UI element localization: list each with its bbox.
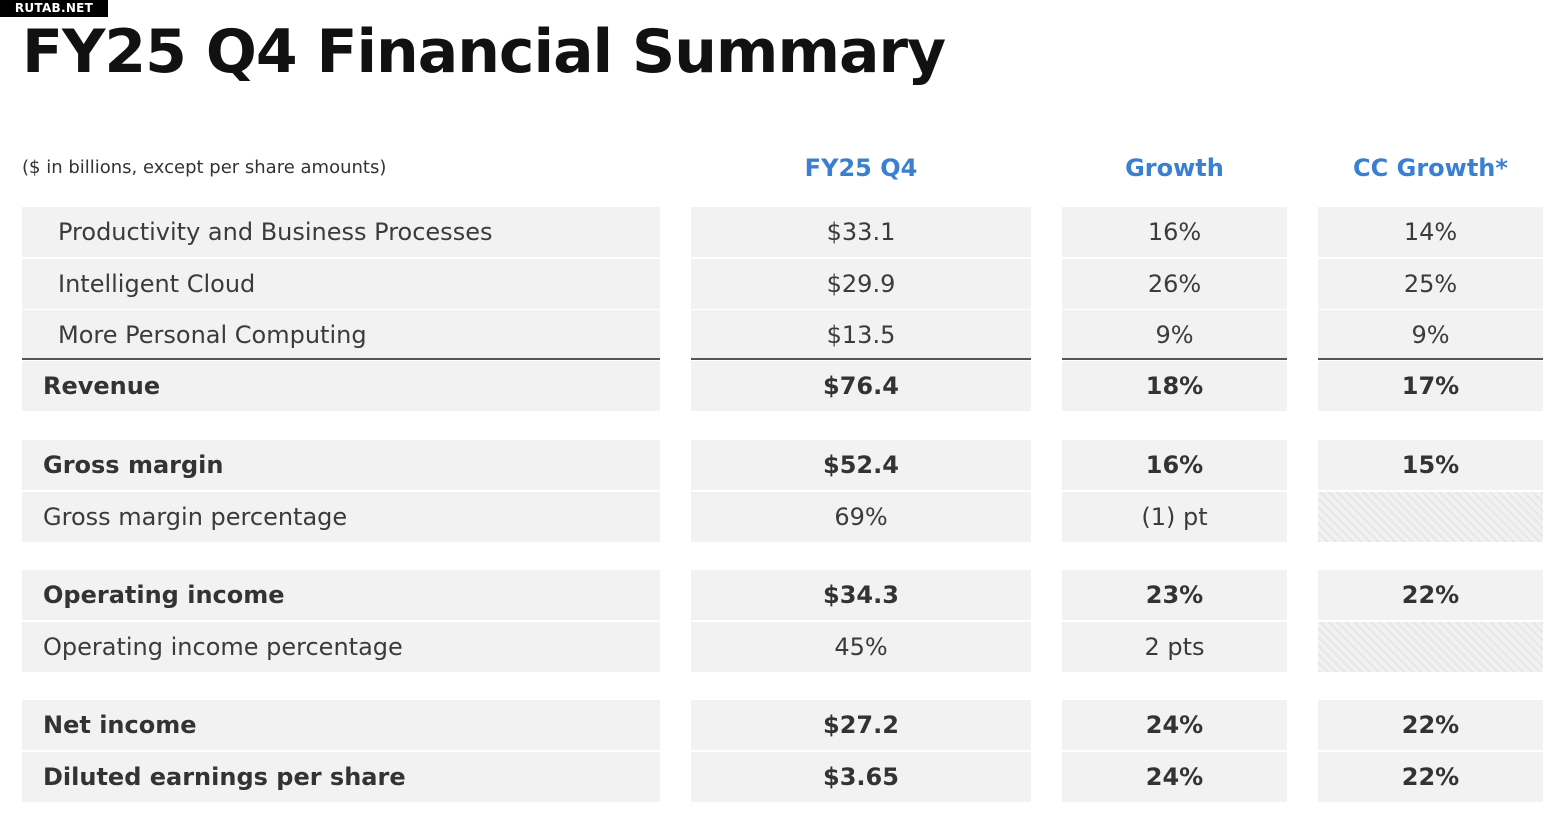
- growth-value: 16%: [1062, 440, 1287, 490]
- column-header-growth: Growth: [1125, 154, 1224, 182]
- row-label: Gross margin: [22, 440, 660, 490]
- cc-growth-value: 15%: [1318, 440, 1543, 490]
- growth-value: 24%: [1062, 700, 1287, 750]
- fy25q4-value: $33.1: [691, 207, 1031, 257]
- fy25q4-value: $3.65: [691, 752, 1031, 802]
- growth-value: 2 pts: [1062, 622, 1287, 672]
- units-note: ($ in billions, except per share amounts…: [22, 157, 387, 178]
- row-label: Operating income percentage: [22, 622, 660, 672]
- fy25q4-value: $29.9: [691, 259, 1031, 309]
- growth-value: 24%: [1062, 752, 1287, 802]
- column-header-cc-growth: CC Growth*: [1353, 154, 1508, 182]
- cc-growth-value: 22%: [1318, 700, 1543, 750]
- cc-growth-not-applicable: [1318, 622, 1543, 672]
- growth-value: 18%: [1062, 361, 1287, 411]
- row-label: Diluted earnings per share: [22, 752, 660, 802]
- column-header-fy25q4: FY25 Q4: [804, 154, 918, 182]
- row-label: Gross margin percentage: [22, 492, 660, 542]
- growth-value: 16%: [1062, 207, 1287, 257]
- cc-growth-value: 9%: [1318, 310, 1543, 360]
- watermark: RUTAB.NET: [0, 0, 108, 17]
- cc-growth-value: 25%: [1318, 259, 1543, 309]
- fy25q4-value: 69%: [691, 492, 1031, 542]
- row-label: Productivity and Business Processes: [22, 207, 660, 257]
- row-label: More Personal Computing: [22, 310, 660, 360]
- growth-value: 9%: [1062, 310, 1287, 360]
- fy25q4-value: $52.4: [691, 440, 1031, 490]
- row-label: Intelligent Cloud: [22, 259, 660, 309]
- row-label: Operating income: [22, 570, 660, 620]
- cc-growth-value: 22%: [1318, 570, 1543, 620]
- divider: [1318, 358, 1543, 360]
- divider: [22, 358, 660, 360]
- cc-growth-value: 17%: [1318, 361, 1543, 411]
- fy25q4-value: 45%: [691, 622, 1031, 672]
- cc-growth-value: 22%: [1318, 752, 1543, 802]
- cc-growth-value: 14%: [1318, 207, 1543, 257]
- fy25q4-value: $34.3: [691, 570, 1031, 620]
- growth-value: (1) pt: [1062, 492, 1287, 542]
- row-label: Revenue: [22, 361, 660, 411]
- fy25q4-value: $13.5: [691, 310, 1031, 360]
- growth-value: 23%: [1062, 570, 1287, 620]
- page-title: FY25 Q4 Financial Summary: [22, 17, 946, 87]
- cc-growth-not-applicable: [1318, 492, 1543, 542]
- row-label: Net income: [22, 700, 660, 750]
- divider: [1062, 358, 1287, 360]
- fy25q4-value: $27.2: [691, 700, 1031, 750]
- fy25q4-value: $76.4: [691, 361, 1031, 411]
- divider: [691, 358, 1031, 360]
- growth-value: 26%: [1062, 259, 1287, 309]
